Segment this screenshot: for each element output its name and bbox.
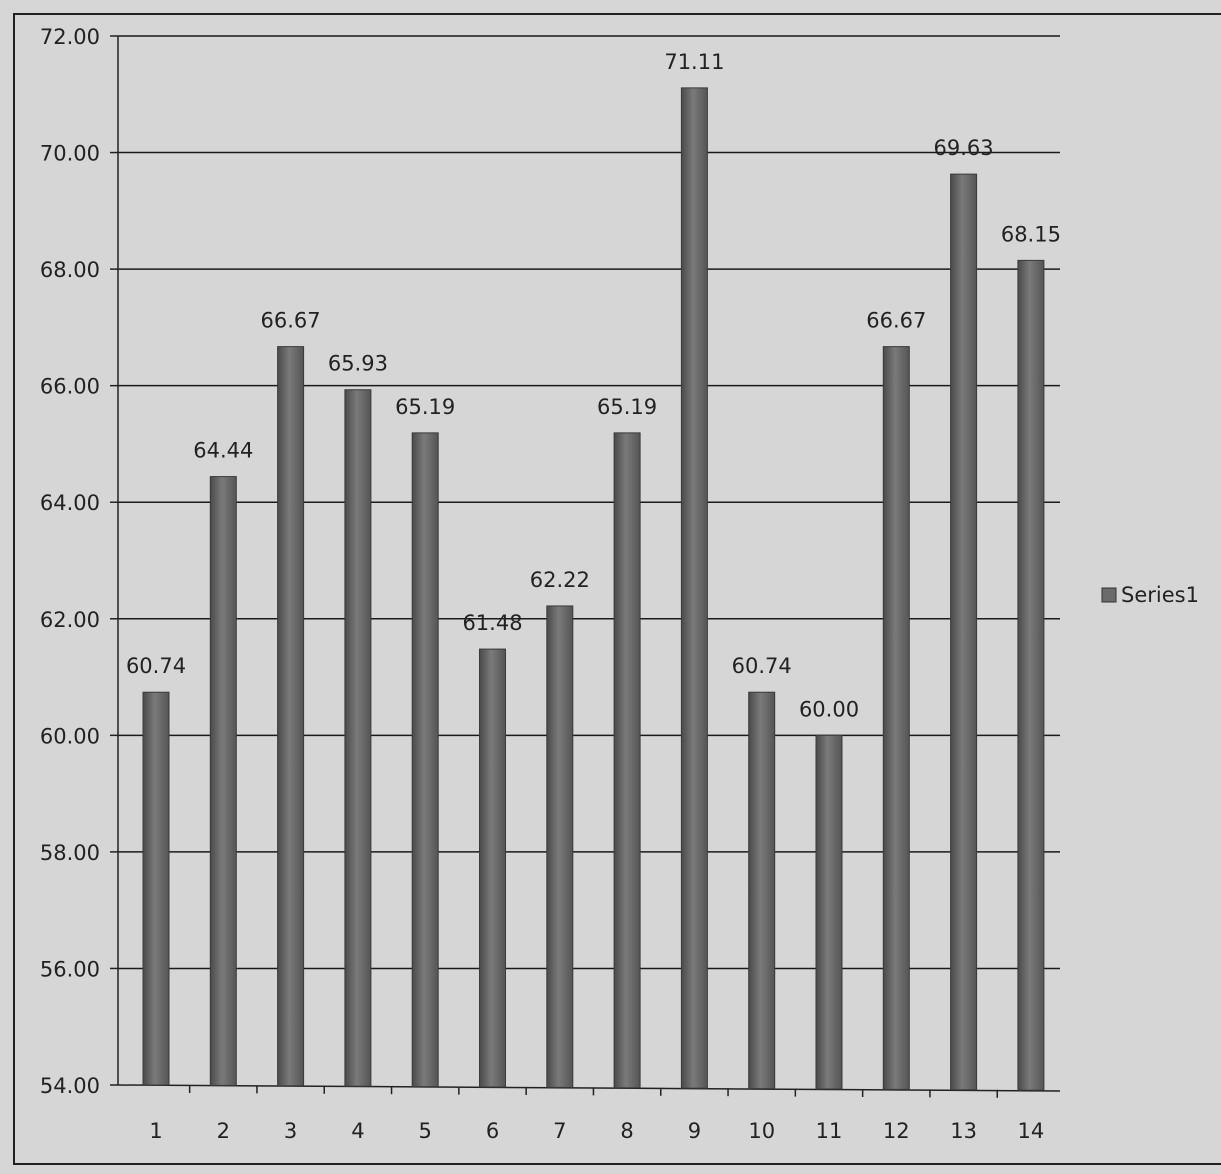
bar bbox=[142, 691, 170, 1086]
x-tick-label: 6 bbox=[486, 1119, 499, 1143]
bar bbox=[411, 432, 439, 1088]
chart-border bbox=[13, 13, 1221, 1165]
data-label: 61.48 bbox=[462, 611, 522, 635]
y-tick-label: 58.00 bbox=[40, 841, 100, 865]
x-tick-label: 1 bbox=[149, 1119, 162, 1143]
y-tick-label: 70.00 bbox=[40, 142, 100, 166]
bar bbox=[680, 87, 708, 1089]
axes: 54.00 56.00 58.00 60.00 62.00 64.00 66.00 68.00… bbox=[40, 25, 1061, 1143]
legend-label-series1: Series1 bbox=[1121, 583, 1199, 607]
bar bbox=[344, 389, 372, 1087]
x-tick-label: 8 bbox=[620, 1119, 633, 1143]
data-label: 66.67 bbox=[866, 309, 926, 333]
y-tick-label: 66.00 bbox=[40, 375, 100, 399]
x-tick-label: 9 bbox=[688, 1119, 701, 1143]
bar bbox=[882, 346, 910, 1090]
y-tick-label: 60.00 bbox=[40, 724, 100, 748]
x-tick-label: 11 bbox=[816, 1119, 843, 1143]
data-label: 68.15 bbox=[1001, 222, 1061, 246]
bars bbox=[142, 87, 1045, 1091]
data-label: 60.00 bbox=[799, 697, 859, 721]
bar bbox=[277, 346, 305, 1087]
bar bbox=[748, 691, 776, 1090]
y-tick-label: 62.00 bbox=[40, 608, 100, 632]
data-label: 60.74 bbox=[126, 654, 186, 678]
data-label: 65.93 bbox=[328, 352, 388, 376]
data-labels: 60.74 64.44 66.67 65.93 65.19 61.48 62.22 65.19… bbox=[126, 50, 1061, 721]
y-tick-label: 72.00 bbox=[40, 25, 100, 49]
x-axis-line bbox=[117, 1084, 1061, 1092]
data-label: 65.19 bbox=[395, 395, 455, 419]
x-tick-label: 7 bbox=[553, 1119, 566, 1143]
bar bbox=[546, 605, 574, 1088]
data-label: 64.44 bbox=[193, 439, 253, 463]
x-tick-label: 2 bbox=[217, 1119, 230, 1143]
data-label: 65.19 bbox=[597, 395, 657, 419]
x-tick-label: 13 bbox=[950, 1119, 977, 1143]
legend-swatch-series1 bbox=[1101, 587, 1117, 603]
x-tick-label: 10 bbox=[748, 1119, 775, 1143]
x-tick-label: 12 bbox=[883, 1119, 910, 1143]
bar bbox=[815, 734, 843, 1090]
data-label: 66.67 bbox=[261, 309, 321, 333]
x-tick-label: 3 bbox=[284, 1119, 297, 1143]
legend: Series1 bbox=[1101, 583, 1199, 607]
y-tick-label: 56.00 bbox=[40, 957, 100, 981]
bar bbox=[479, 648, 506, 1088]
x-tick-label: 4 bbox=[351, 1119, 364, 1143]
data-label: 71.11 bbox=[664, 50, 724, 74]
y-tick-label: 64.00 bbox=[40, 491, 100, 515]
data-label: 69.63 bbox=[934, 136, 994, 160]
bar bbox=[950, 173, 978, 1091]
y-tick-label: 68.00 bbox=[40, 258, 100, 282]
x-tick-label: 14 bbox=[1018, 1119, 1045, 1143]
x-tick-label: 5 bbox=[419, 1119, 432, 1143]
bar bbox=[1017, 259, 1045, 1091]
data-label: 62.22 bbox=[530, 568, 590, 592]
bar bbox=[613, 432, 641, 1089]
data-label: 60.74 bbox=[732, 654, 792, 678]
y-tick-label: 54.00 bbox=[40, 1074, 100, 1098]
bar bbox=[209, 476, 237, 1086]
